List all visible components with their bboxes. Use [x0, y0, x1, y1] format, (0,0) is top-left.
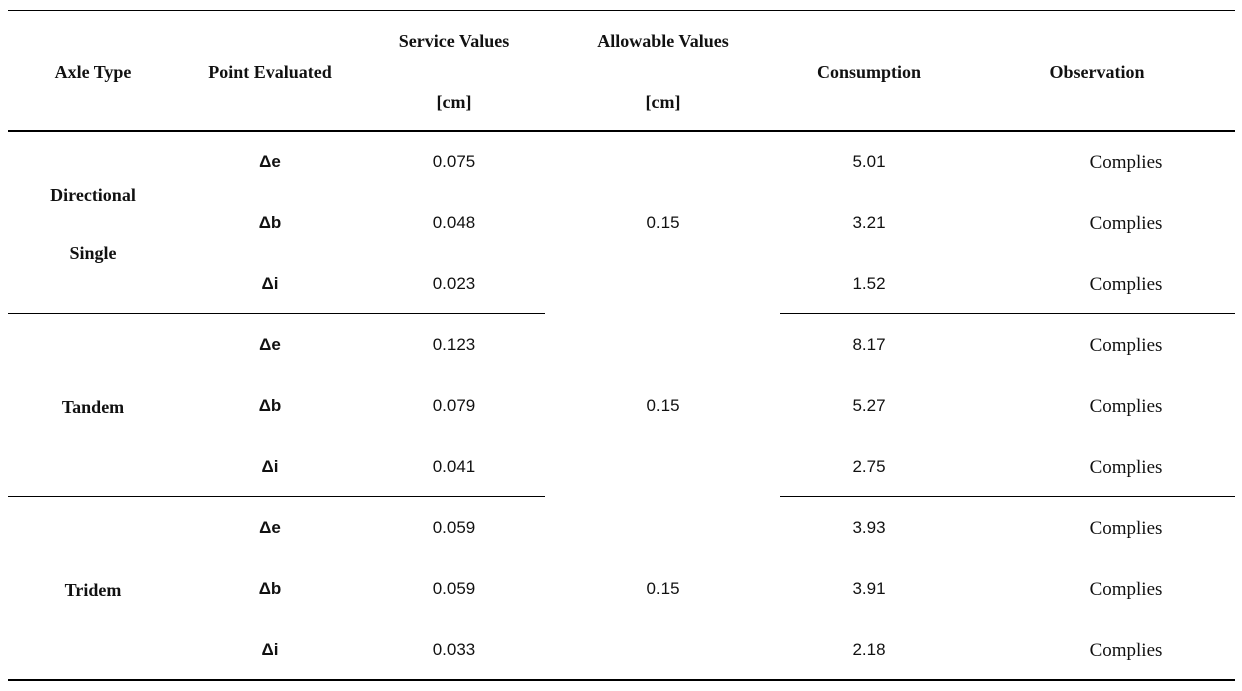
point-cell: Δb [258, 213, 282, 232]
group-divider-rule [8, 496, 545, 497]
axle-type-cell: Tridem [64, 580, 122, 600]
observation-cell: Complies [1089, 213, 1163, 234]
consumption-cell: 1.52 [852, 274, 886, 293]
table-top-rule [8, 10, 1235, 11]
observation-cell: Complies [1089, 396, 1163, 417]
consumption-cell: 3.91 [852, 579, 886, 598]
header-service-unit: [cm] [436, 92, 472, 112]
observation-cell: Complies [1089, 640, 1163, 661]
axle-type-cell: Directional [50, 185, 136, 205]
consumption-cell: 3.21 [852, 213, 886, 232]
group-divider-rule [780, 496, 1235, 497]
allowable-value-cell: 0.15 [646, 396, 680, 415]
allowable-value-cell: 0.15 [646, 213, 680, 232]
observation-cell: Complies [1089, 579, 1163, 600]
observation-cell: Complies [1089, 518, 1163, 539]
service-value-cell: 0.041 [432, 457, 476, 476]
service-value-cell: 0.059 [432, 579, 476, 598]
point-cell: Δe [259, 335, 281, 354]
table-bottom-rule [8, 679, 1235, 681]
header-service-values: Service Values [398, 31, 510, 51]
axle-type-cell-line2: Single [69, 243, 117, 263]
consumption-cell: 5.27 [852, 396, 886, 415]
point-cell: Δi [261, 457, 279, 476]
observation-cell: Complies [1089, 152, 1163, 173]
consumption-cell: 8.17 [852, 335, 886, 354]
header-consumption: Consumption [816, 62, 922, 82]
observation-cell: Complies [1089, 335, 1163, 356]
point-cell: Δi [261, 640, 279, 659]
consumption-cell: 5.01 [852, 152, 886, 171]
observation-cell: Complies [1089, 457, 1163, 478]
point-cell: Δi [261, 274, 279, 293]
group-divider-rule [780, 313, 1235, 314]
service-value-cell: 0.023 [432, 274, 476, 293]
header-allowable-unit: [cm] [645, 92, 681, 112]
consumption-cell: 2.18 [852, 640, 886, 659]
group-divider-rule [8, 313, 545, 314]
point-cell: Δe [259, 518, 281, 537]
observation-cell: Complies [1089, 274, 1163, 295]
header-bottom-rule [8, 130, 1235, 132]
point-cell: Δe [259, 152, 281, 171]
header-axle-type: Axle Type [54, 62, 132, 82]
consumption-cell: 2.75 [852, 457, 886, 476]
header-allowable-values: Allowable Values [597, 31, 729, 51]
header-observation: Observation [1049, 62, 1145, 82]
header-point-evaluated: Point Evaluated [208, 62, 332, 82]
allowable-value-cell: 0.15 [646, 579, 680, 598]
point-cell: Δb [258, 396, 282, 415]
service-value-cell: 0.059 [432, 518, 476, 537]
point-cell: Δb [258, 579, 282, 598]
consumption-cell: 3.93 [852, 518, 886, 537]
service-value-cell: 0.075 [432, 152, 476, 171]
service-value-cell: 0.033 [432, 640, 476, 659]
axle-type-cell: Tandem [61, 397, 125, 417]
service-value-cell: 0.123 [432, 335, 476, 354]
service-value-cell: 0.079 [432, 396, 476, 415]
service-value-cell: 0.048 [432, 213, 476, 232]
